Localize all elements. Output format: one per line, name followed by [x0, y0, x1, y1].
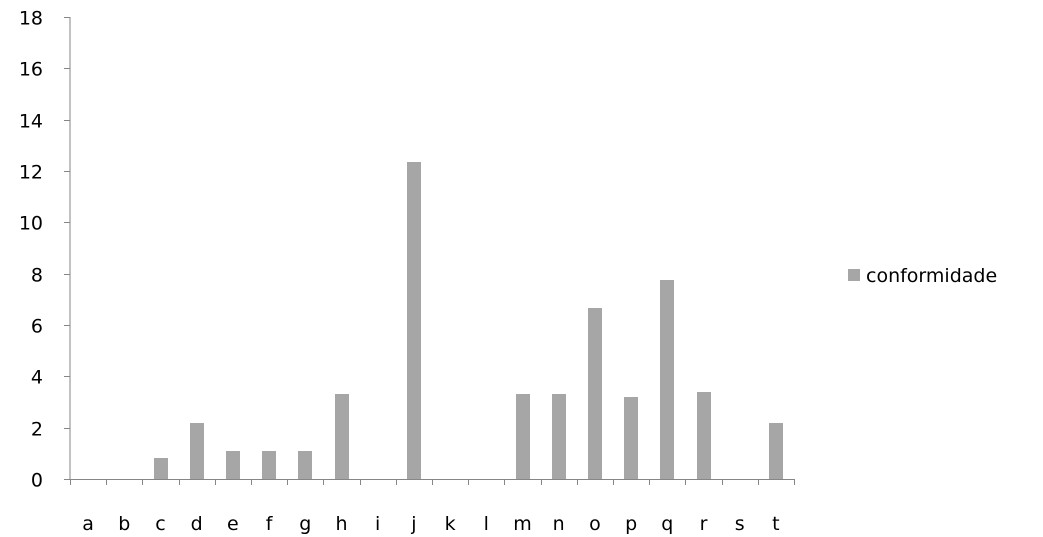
x-tick-label: q [661, 513, 673, 535]
x-tick-label: l [484, 513, 489, 535]
legend: conformidade [848, 265, 997, 287]
x-tick-label: e [227, 513, 239, 535]
x-tick-label: t [772, 513, 779, 535]
x-tick-label: k [445, 513, 456, 535]
bar-q [660, 280, 674, 479]
y-tick-label: 4 [31, 367, 43, 389]
y-tick-label: 2 [31, 419, 43, 441]
x-tick-label: f [266, 513, 274, 535]
legend-swatch [848, 269, 860, 281]
bars [154, 162, 783, 479]
bar-e [226, 451, 240, 479]
bar-m [516, 394, 530, 479]
bar-t [769, 423, 783, 479]
y-tick-label: 6 [31, 316, 43, 338]
y-tick-label: 18 [19, 8, 43, 30]
x-tick-label: h [335, 513, 347, 535]
bar-g [298, 451, 312, 479]
bar-r [697, 392, 711, 479]
x-tick-label: g [299, 513, 311, 535]
y-tick-label: 14 [19, 111, 43, 133]
legend-label: conformidade [866, 265, 997, 287]
x-tick-label: s [735, 513, 745, 535]
x-tick-label: a [82, 513, 94, 535]
y-tick-label: 8 [31, 265, 43, 287]
bar-c [154, 458, 168, 479]
x-tick-label: o [589, 513, 601, 535]
y-tick-label: 0 [31, 470, 43, 492]
x-tick-label: b [118, 513, 130, 535]
y-tick-label: 16 [19, 59, 43, 81]
bar-n [552, 394, 566, 479]
y-tick-label: 10 [19, 213, 43, 235]
x-tick-label: i [375, 513, 380, 535]
y-tick-label: 12 [19, 162, 43, 184]
x-tick-label: c [155, 513, 165, 535]
bar-p [624, 397, 638, 479]
x-tick-label: m [513, 513, 532, 535]
y-axis: 0 2 4 6 8 10 12 14 16 18 [19, 8, 71, 492]
x-tick-label: p [625, 513, 637, 535]
bar-d [190, 423, 204, 479]
x-tick-label: n [553, 513, 565, 535]
bar-f [262, 451, 276, 479]
bar-o [588, 308, 602, 479]
x-tick-label: j [410, 513, 416, 535]
x-tick-label: r [700, 513, 708, 535]
bar-h [335, 394, 349, 479]
bar-j [407, 162, 421, 479]
x-tick-label: d [191, 513, 203, 535]
